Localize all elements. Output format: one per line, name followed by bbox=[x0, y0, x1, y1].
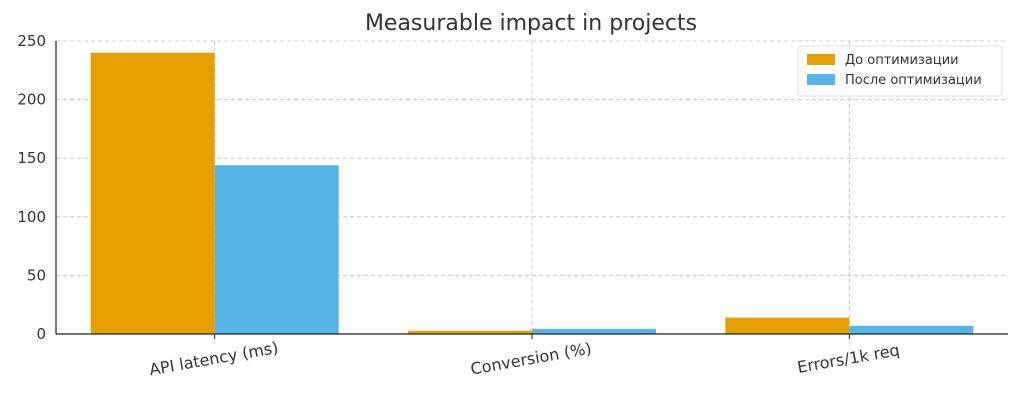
bar-after-1 bbox=[532, 328, 656, 334]
y-tick-label: 0 bbox=[36, 325, 46, 343]
y-tick-label: 100 bbox=[17, 208, 46, 226]
chart-title: Measurable impact in projects bbox=[365, 11, 697, 36]
bar-before-1 bbox=[408, 330, 532, 334]
x-category-labels: API latency (ms) Conversion (%) Errors/1k … bbox=[148, 338, 901, 379]
y-tick-label: 250 bbox=[17, 32, 46, 50]
legend-swatch bbox=[807, 54, 835, 65]
bar-before-2 bbox=[725, 317, 850, 334]
x-category-label: API latency (ms) bbox=[148, 338, 280, 379]
legend-swatch bbox=[807, 74, 835, 85]
legend-label: После оптимизации bbox=[845, 73, 982, 88]
legend-label: До оптимизации bbox=[845, 53, 959, 68]
bar-after-0 bbox=[214, 165, 339, 334]
y-tick-label: 200 bbox=[17, 91, 46, 109]
y-tick-label: 50 bbox=[27, 266, 46, 284]
y-tick-labels: 0 50 100 150 200 250 bbox=[17, 32, 46, 343]
x-category-label: Conversion (%) bbox=[469, 339, 593, 379]
y-tick-label: 150 bbox=[17, 149, 46, 167]
bars bbox=[90, 52, 974, 334]
bar-after-2 bbox=[849, 325, 974, 334]
bar-before-0 bbox=[90, 52, 215, 334]
legend-box bbox=[797, 45, 1003, 97]
x-category-label: Errors/1k req bbox=[796, 340, 901, 377]
axes bbox=[55, 41, 1008, 339]
legend: До оптимизации После оптимизации bbox=[797, 45, 1003, 97]
